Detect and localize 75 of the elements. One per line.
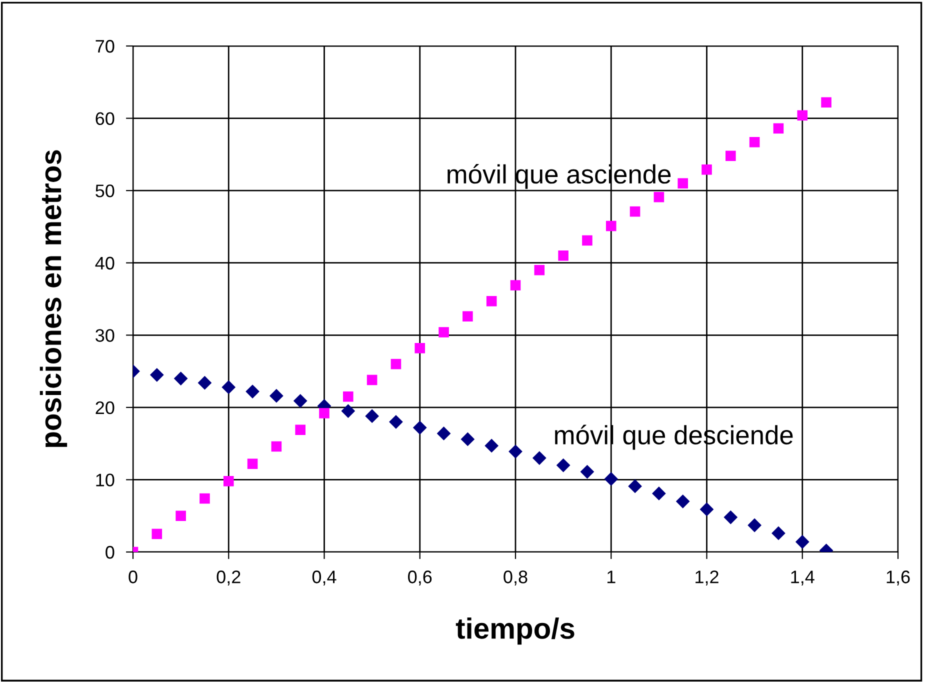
point bbox=[700, 502, 714, 516]
point bbox=[580, 464, 594, 479]
point bbox=[438, 327, 449, 338]
point bbox=[726, 150, 736, 162]
y-tick-label: 0 bbox=[106, 546, 114, 559]
x-tick-label: 1,2 bbox=[696, 570, 718, 586]
point bbox=[462, 311, 473, 322]
point bbox=[365, 409, 380, 424]
y-tick-label: 50 bbox=[96, 184, 114, 198]
point bbox=[343, 391, 354, 402]
point bbox=[152, 528, 162, 540]
point bbox=[821, 97, 832, 108]
y-tick-label: 20 bbox=[96, 401, 114, 414]
x-tick-label: 0,8 bbox=[504, 570, 528, 586]
point bbox=[676, 494, 690, 508]
point bbox=[486, 296, 497, 306]
point bbox=[534, 264, 545, 276]
point bbox=[246, 384, 260, 398]
point bbox=[606, 220, 616, 232]
x-tick-label: 1,6 bbox=[886, 570, 910, 586]
point bbox=[319, 408, 330, 418]
y-tick-label: 40 bbox=[95, 256, 114, 270]
point bbox=[414, 343, 426, 354]
x-tick-label: 1 bbox=[607, 570, 616, 584]
y-tick-label: 70 bbox=[96, 40, 114, 53]
point bbox=[198, 376, 212, 390]
point bbox=[795, 534, 810, 549]
point bbox=[341, 404, 356, 418]
point bbox=[532, 451, 546, 465]
x-tick-label: 0,6 bbox=[408, 570, 432, 586]
point bbox=[176, 510, 186, 522]
point bbox=[389, 414, 403, 429]
x-tick-label: 1,4 bbox=[791, 570, 814, 586]
point bbox=[412, 420, 427, 435]
point bbox=[604, 472, 618, 486]
point bbox=[628, 479, 642, 494]
point bbox=[558, 250, 568, 261]
point bbox=[556, 458, 570, 472]
point bbox=[390, 358, 402, 370]
point bbox=[748, 518, 762, 532]
point bbox=[654, 192, 664, 202]
point bbox=[773, 123, 784, 134]
point bbox=[200, 493, 210, 504]
point bbox=[436, 426, 451, 440]
point bbox=[484, 438, 499, 453]
point bbox=[749, 136, 760, 148]
point bbox=[222, 380, 236, 394]
point bbox=[582, 235, 592, 246]
point bbox=[271, 441, 282, 452]
point bbox=[295, 424, 306, 435]
point bbox=[797, 110, 808, 121]
point bbox=[702, 164, 712, 175]
point bbox=[630, 206, 640, 217]
point bbox=[772, 526, 786, 540]
x-tick-label: 0,2 bbox=[216, 570, 240, 586]
y-tick-label: 30 bbox=[96, 329, 114, 342]
point bbox=[174, 372, 188, 386]
point bbox=[510, 280, 521, 290]
y-axis-title: posiciones en metros bbox=[40, 150, 68, 447]
point bbox=[508, 444, 522, 458]
y-tick-label: 10 bbox=[96, 474, 114, 486]
x-axis-title: tiempo/s bbox=[456, 617, 574, 645]
point bbox=[269, 388, 284, 403]
point bbox=[724, 510, 738, 524]
y-tick-label: 60 bbox=[96, 112, 114, 126]
x-tick-label: 0,4 bbox=[312, 570, 336, 586]
point bbox=[460, 432, 475, 446]
point bbox=[293, 394, 308, 408]
point bbox=[678, 178, 688, 188]
x-tick-label: 0 bbox=[128, 570, 138, 584]
point bbox=[366, 374, 378, 386]
point bbox=[223, 476, 234, 486]
point bbox=[247, 458, 258, 469]
point bbox=[150, 368, 164, 382]
point bbox=[652, 486, 666, 500]
